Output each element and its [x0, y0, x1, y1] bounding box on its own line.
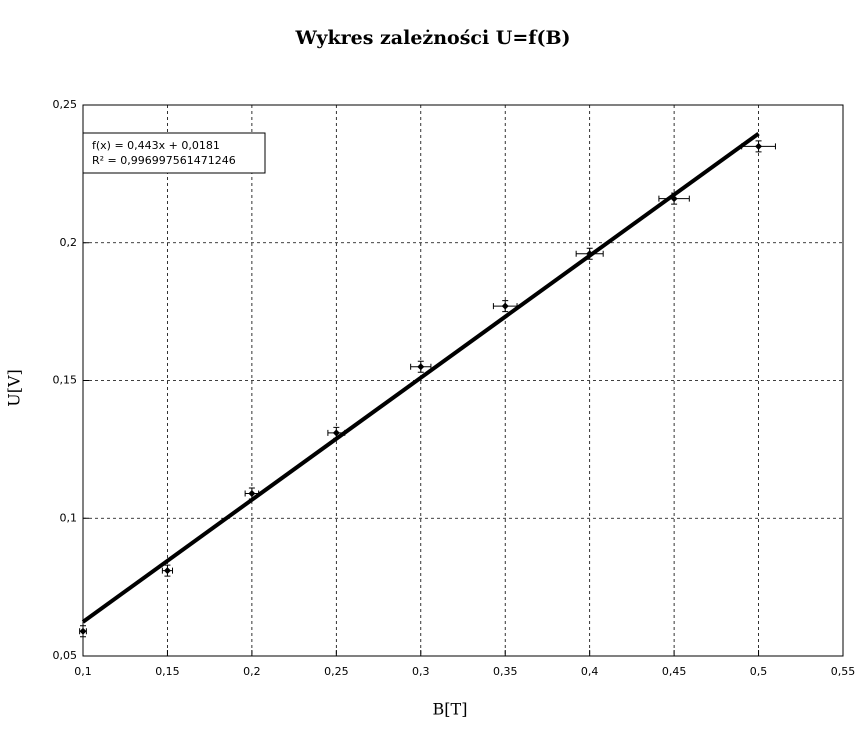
x-tick-label: 0,1 — [74, 665, 92, 678]
point — [79, 627, 87, 635]
y-tick-label: 0,1 — [60, 511, 78, 524]
point — [501, 302, 509, 310]
x-tick-label: 0,55 — [831, 665, 856, 678]
y-tick-label: 0,25 — [53, 98, 78, 111]
x-axis-label: B[T] — [433, 700, 468, 719]
chart-title: Wykres zależności U=f(B) — [294, 27, 570, 49]
point — [163, 567, 171, 575]
x-tick-label: 0,15 — [155, 665, 180, 678]
point — [332, 429, 340, 437]
x-tick-label: 0,25 — [324, 665, 349, 678]
x-tick-label: 0,4 — [581, 665, 599, 678]
x-tick-label: 0,35 — [493, 665, 518, 678]
x-tick-label: 0,5 — [750, 665, 768, 678]
annotation: f(x) = 0,443x + 0,0181 — [92, 139, 220, 152]
x-tick-label: 0,45 — [662, 665, 687, 678]
trend-line — [81, 132, 760, 624]
y-tick-label: 0,15 — [53, 374, 78, 387]
point — [755, 142, 763, 150]
x-tick-label: 0,2 — [243, 665, 261, 678]
x-tick-label: 0,3 — [412, 665, 430, 678]
annotation: R² = 0,996997561471246 — [92, 154, 236, 167]
point — [417, 363, 425, 371]
y-tick-label: 0,2 — [60, 236, 78, 249]
y-axis-label: U[V] — [5, 369, 24, 407]
point — [248, 489, 256, 497]
y-tick-label: 0,05 — [53, 649, 78, 662]
legend-box — [82, 132, 266, 174]
